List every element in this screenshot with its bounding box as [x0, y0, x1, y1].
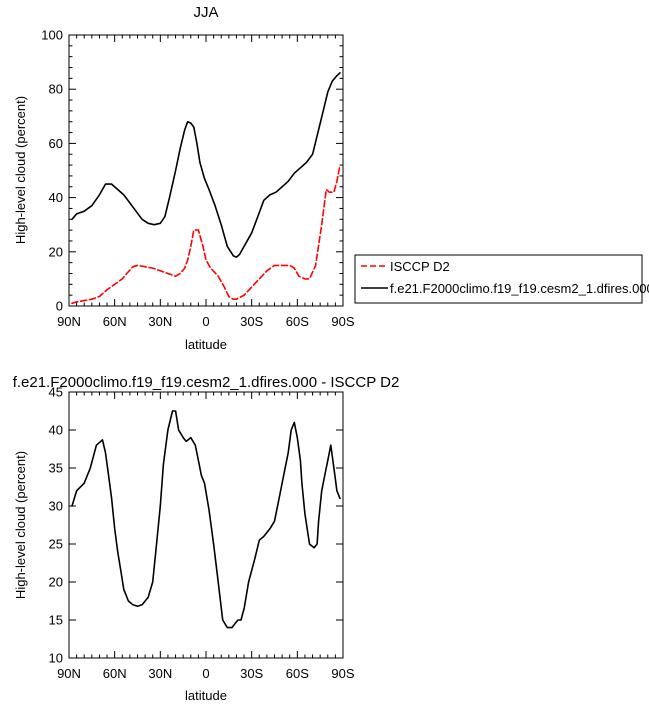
x-tick-label: 60N — [103, 666, 127, 681]
x-tick-label: 60S — [286, 666, 309, 681]
y-tick-label: 40 — [49, 423, 63, 438]
top-panel-title: JJA — [193, 4, 218, 21]
top-x-axis-label: latitude — [185, 337, 227, 352]
y-tick-label: 40 — [49, 190, 63, 205]
top-plot-frame — [68, 34, 344, 307]
x-tick-label: 90N — [57, 666, 81, 681]
y-tick-label: 30 — [49, 499, 63, 514]
bottom-panel-title: f.e21.F2000climo.f19_f19.cesm2_1.dfires.… — [13, 374, 400, 391]
bottom-series-lines — [71, 410, 341, 629]
x-tick-label: 30S — [240, 314, 263, 329]
bottom-plot-frame — [68, 391, 344, 659]
y-tick-label: 25 — [49, 537, 63, 552]
x-tick-label: 90S — [331, 666, 354, 681]
series-line-1 — [71, 72, 341, 259]
y-tick-label: 0 — [56, 299, 63, 314]
y-tick-label: 45 — [49, 385, 63, 400]
bottom-y-axis-label: High-level cloud (percent) — [13, 451, 28, 599]
top-legend: ISCCP D2 f.e21.F2000climo.f19_f19.cesm2_… — [354, 254, 649, 304]
y-tick-label: 35 — [49, 461, 63, 476]
bottom-x-axis: 90N 60N 30N 0 30S 60S 90S — [57, 392, 355, 681]
y-tick-label: 20 — [49, 244, 63, 259]
y-tick-label: 80 — [49, 82, 63, 97]
y-tick-label: 20 — [49, 575, 63, 590]
legend-label-model: f.e21.F2000climo.f19_f19.cesm2_1.dfires.… — [390, 281, 649, 296]
x-tick-label: 0 — [202, 314, 209, 329]
x-tick-label: 60S — [286, 314, 309, 329]
top-panel: JJA 0 20 40 60 80 100 90N 60N 30N 0 30S 60S 90S lat… — [13, 4, 355, 352]
y-tick-label: 100 — [41, 28, 63, 43]
legend-frame — [354, 254, 643, 304]
x-tick-label: 30N — [148, 666, 172, 681]
y-tick-label: 15 — [49, 613, 63, 628]
x-tick-label: 0 — [202, 666, 209, 681]
y-tick-label: 60 — [49, 136, 63, 151]
x-tick-label: 30S — [240, 666, 263, 681]
bottom-y-axis: 10 15 20 25 30 35 40 45 — [49, 385, 343, 666]
y-tick-label: 10 — [49, 651, 63, 666]
top-y-axis-label: High-level cloud (percent) — [13, 96, 28, 244]
bottom-x-axis-label: latitude — [185, 688, 227, 703]
series-line-0 — [71, 164, 341, 305]
top-series-lines — [71, 72, 341, 305]
x-tick-label: 90N — [57, 314, 81, 329]
legend-label-isccp: ISCCP D2 — [390, 259, 450, 274]
x-tick-label: 60N — [103, 314, 127, 329]
top-x-axis: 90N 60N 30N 0 30S 60S 90S — [57, 35, 355, 329]
series-line-0 — [71, 410, 341, 629]
top-y-axis: 0 20 40 60 80 100 — [41, 28, 343, 314]
x-tick-label: 90S — [331, 314, 354, 329]
bottom-panel: f.e21.F2000climo.f19_f19.cesm2_1.dfires.… — [13, 374, 400, 703]
x-tick-label: 30N — [148, 314, 172, 329]
